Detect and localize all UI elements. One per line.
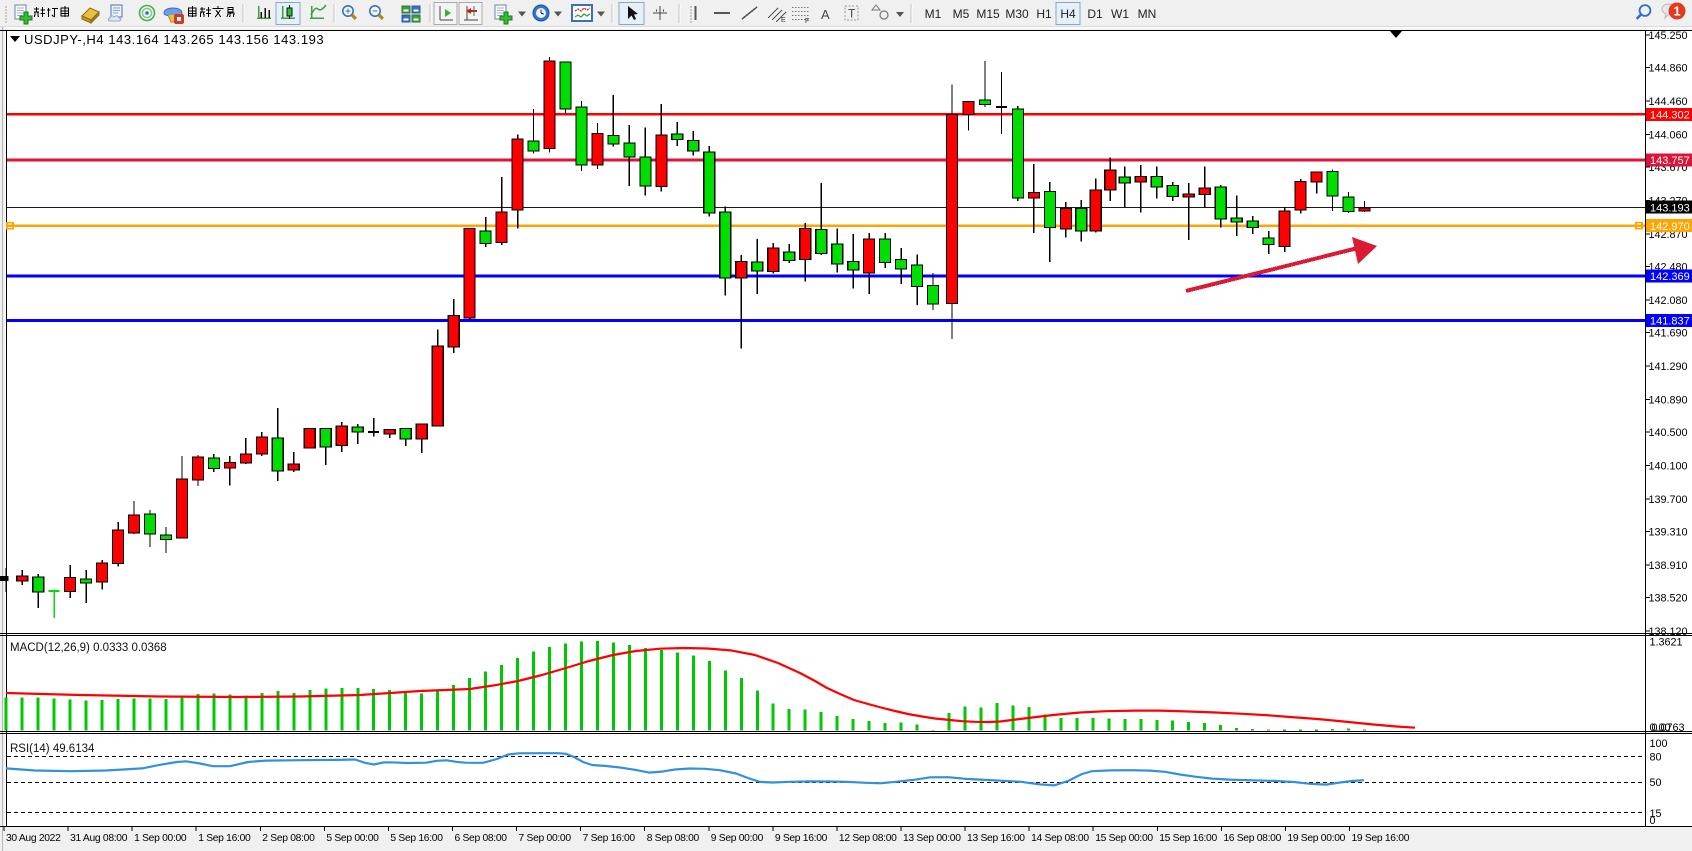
svg-text:5 Sep 16:00: 5 Sep 16:00 (390, 833, 443, 844)
svg-text:9 Sep 16:00: 9 Sep 16:00 (775, 833, 828, 844)
svg-text:140.500: 140.500 (1649, 427, 1688, 439)
svg-text:0.00: 0.00 (1650, 722, 1671, 734)
svg-text:1: 1 (1673, 4, 1680, 19)
svg-text:1 Sep 00:00: 1 Sep 00:00 (134, 833, 187, 844)
svg-text:142.369: 142.369 (1650, 271, 1690, 283)
svg-text:RSI(14) 49.6134: RSI(14) 49.6134 (10, 743, 95, 755)
svg-text:M15: M15 (976, 7, 1000, 21)
svg-text:5 Sep 00:00: 5 Sep 00:00 (326, 833, 379, 844)
svg-text:143.193: 143.193 (1650, 202, 1690, 214)
svg-text:E: E (781, 17, 786, 24)
svg-text:9 Sep 00:00: 9 Sep 00:00 (711, 833, 764, 844)
svg-text:A: A (821, 7, 830, 22)
svg-text:H1: H1 (1036, 7, 1052, 21)
svg-text:0.0763: 0.0763 (1652, 722, 1685, 734)
svg-text:144.302: 144.302 (1650, 110, 1690, 122)
svg-text:1.3621: 1.3621 (1650, 637, 1683, 649)
svg-text:M1: M1 (925, 7, 942, 21)
svg-text:2 Sep 08:00: 2 Sep 08:00 (262, 833, 315, 844)
svg-text:USDJPY-,H4 143.164 143.265 14: USDJPY-,H4 143.164 143.265 143.156 143.1… (24, 32, 324, 47)
svg-text:141.290: 141.290 (1649, 361, 1688, 373)
svg-text:140.100: 140.100 (1649, 461, 1688, 473)
svg-text:144.860: 144.860 (1649, 63, 1688, 75)
svg-text:MACD(12,26,9) 0.0333 0.0368: MACD(12,26,9) 0.0333 0.0368 (10, 642, 167, 654)
svg-text:141.837: 141.837 (1650, 316, 1690, 328)
svg-text:15: 15 (1650, 808, 1662, 820)
svg-text:144.060: 144.060 (1649, 130, 1688, 142)
svg-text:M5: M5 (953, 7, 970, 21)
svg-text:W1: W1 (1111, 7, 1129, 21)
svg-text:1 Sep 16:00: 1 Sep 16:00 (198, 833, 251, 844)
svg-text:H4: H4 (1060, 7, 1076, 21)
svg-text:139.700: 139.700 (1649, 494, 1688, 506)
svg-text:145.250: 145.250 (1649, 30, 1688, 42)
svg-text:80: 80 (1650, 752, 1662, 764)
svg-text:0: 0 (1650, 815, 1656, 827)
svg-text:MN: MN (1138, 7, 1157, 21)
svg-text:19 Sep 16:00: 19 Sep 16:00 (1351, 833, 1409, 844)
svg-text:7 Sep 16:00: 7 Sep 16:00 (583, 833, 636, 844)
svg-text:7 Sep 00:00: 7 Sep 00:00 (519, 833, 572, 844)
svg-text:15 Sep 16:00: 15 Sep 16:00 (1159, 833, 1217, 844)
svg-text:8 Sep 08:00: 8 Sep 08:00 (647, 833, 700, 844)
svg-text:19 Sep 00:00: 19 Sep 00:00 (1287, 833, 1345, 844)
svg-text:138.910: 138.910 (1649, 560, 1688, 572)
svg-text:138.520: 138.520 (1649, 593, 1688, 605)
svg-text:143.757: 143.757 (1650, 155, 1690, 167)
svg-text:16 Sep 08:00: 16 Sep 08:00 (1223, 833, 1281, 844)
svg-text:100: 100 (1650, 738, 1668, 750)
svg-text:50: 50 (1650, 777, 1662, 789)
svg-text:12 Sep 08:00: 12 Sep 08:00 (839, 833, 897, 844)
svg-text:140.890: 140.890 (1649, 395, 1688, 407)
svg-text:F: F (805, 18, 809, 25)
svg-text:15 Sep 00:00: 15 Sep 00:00 (1095, 833, 1153, 844)
svg-text:13 Sep 16:00: 13 Sep 16:00 (967, 833, 1025, 844)
svg-text:M30: M30 (1005, 7, 1029, 21)
svg-text:6 Sep 08:00: 6 Sep 08:00 (454, 833, 507, 844)
svg-text:144.460: 144.460 (1649, 96, 1688, 108)
svg-text:T: T (848, 7, 856, 21)
svg-text:14 Sep 08:00: 14 Sep 08:00 (1031, 833, 1089, 844)
svg-text:139.310: 139.310 (1649, 527, 1688, 539)
svg-text:31 Aug 08:00: 31 Aug 08:00 (70, 833, 128, 844)
svg-text:142.970: 142.970 (1650, 221, 1690, 233)
svg-text:30 Aug 2022: 30 Aug 2022 (6, 833, 61, 844)
svg-text:D1: D1 (1087, 7, 1103, 21)
svg-text:138.120: 138.120 (1649, 626, 1688, 638)
svg-text:141.690: 141.690 (1649, 328, 1688, 340)
svg-text:142.080: 142.080 (1649, 295, 1688, 307)
svg-text:13 Sep 00:00: 13 Sep 00:00 (903, 833, 961, 844)
